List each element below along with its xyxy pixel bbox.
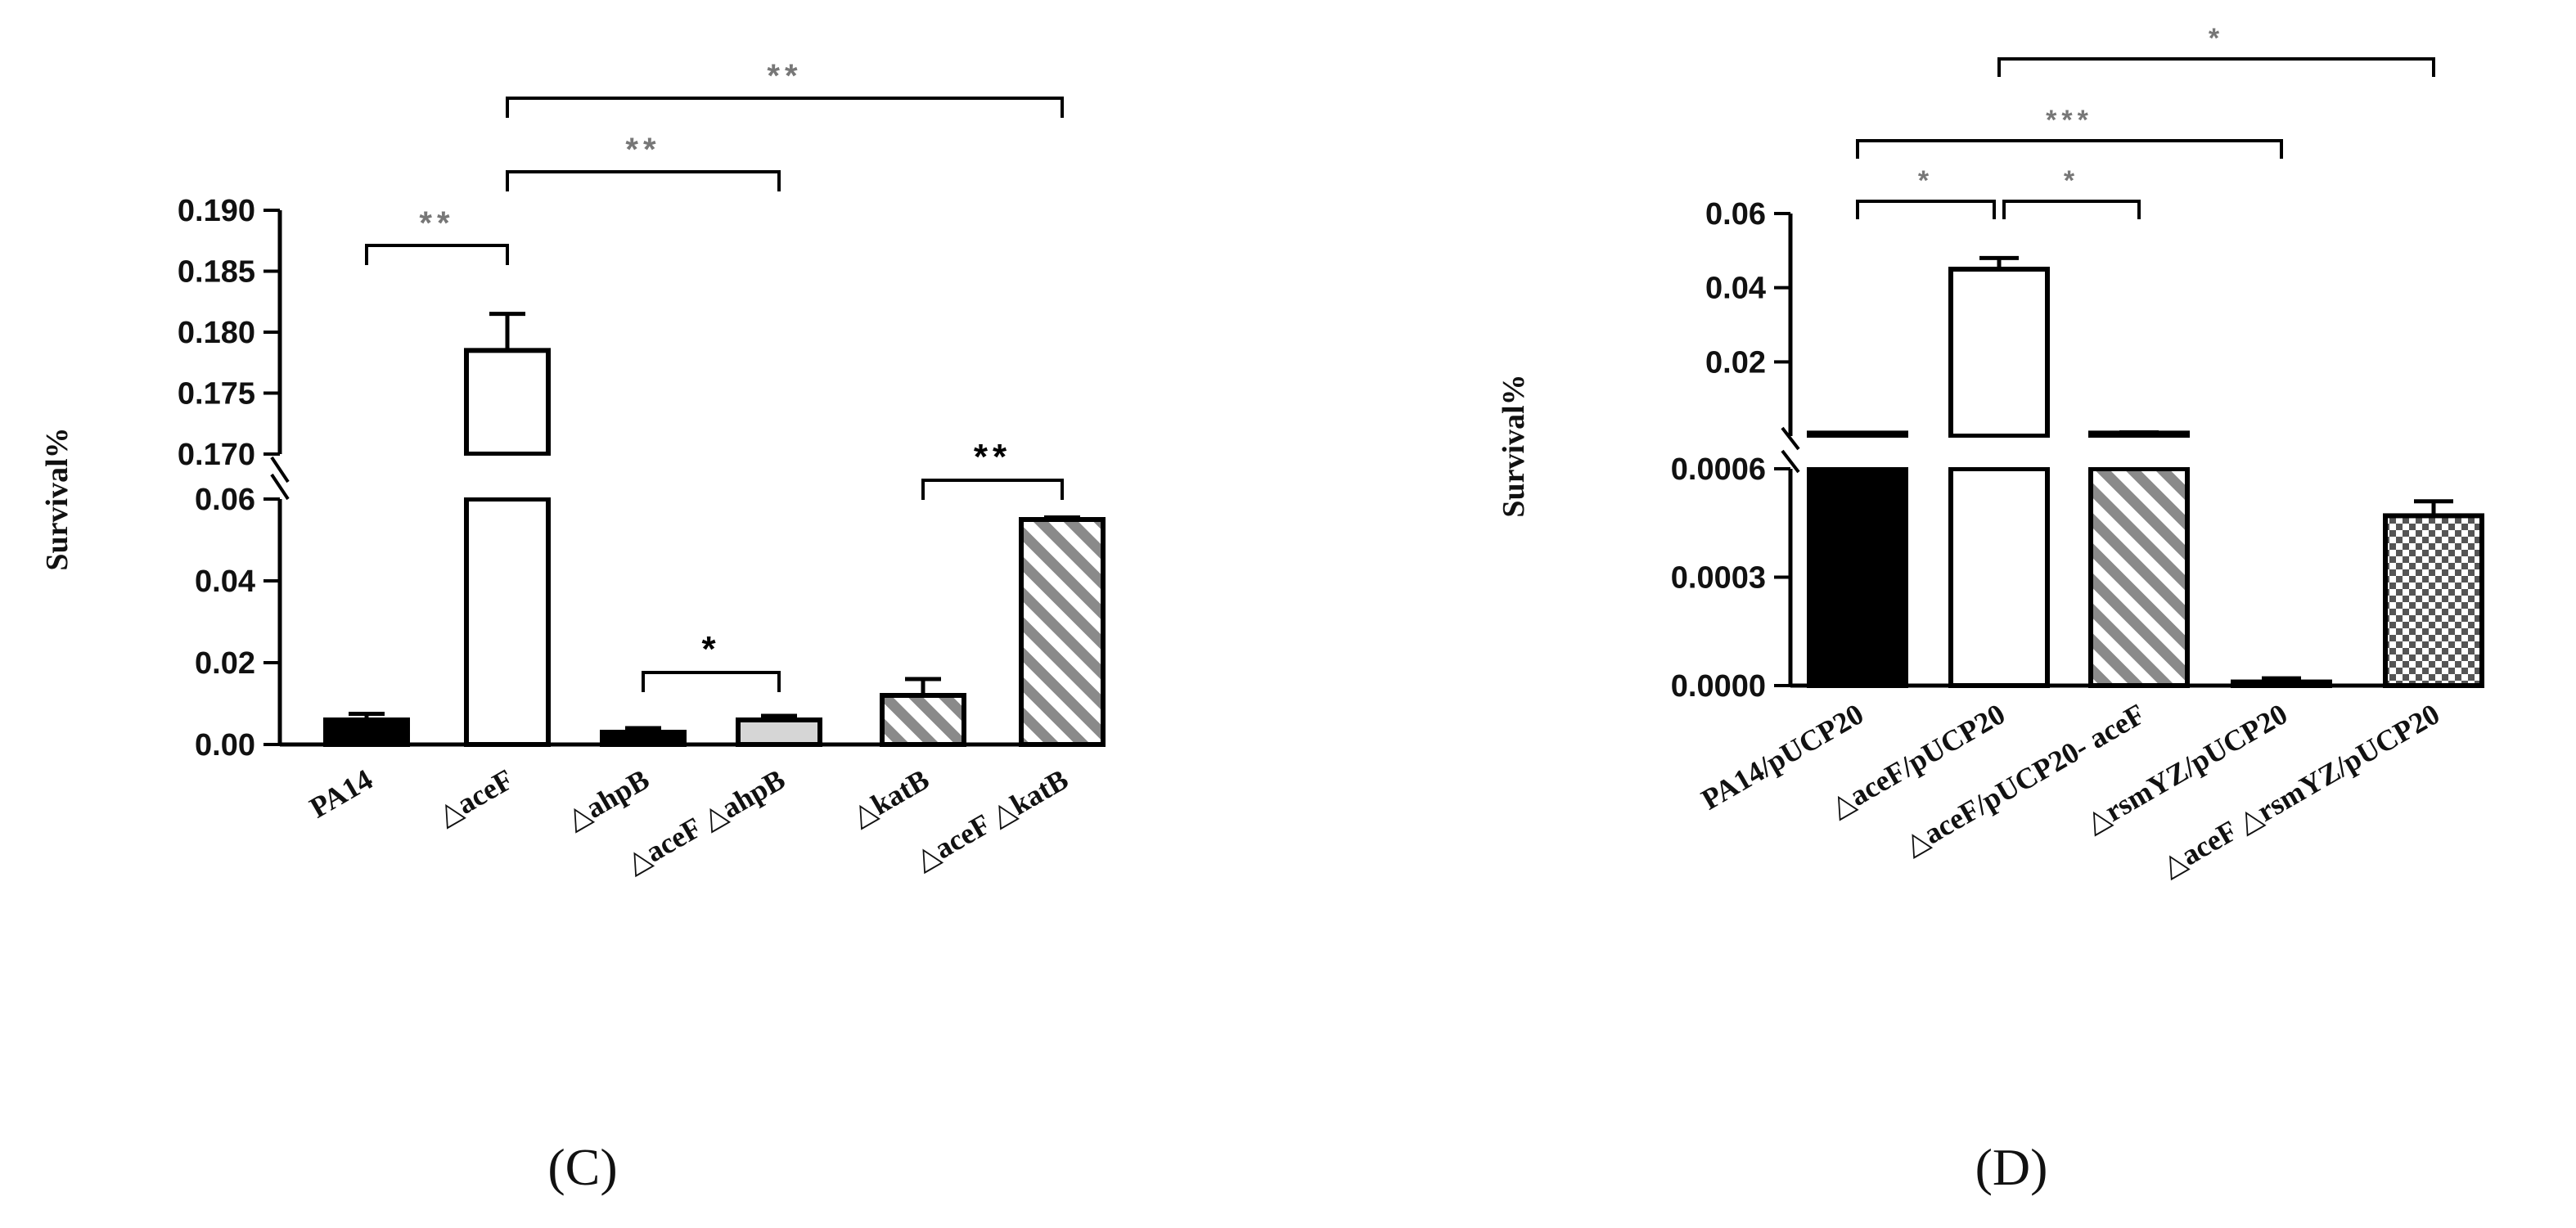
bar: [880, 693, 966, 747]
bar: [323, 717, 410, 747]
significance-bracket: [365, 244, 509, 265]
bar: [600, 730, 687, 747]
panel-d-categories: PA14/pUCP20△aceF/pUCP20△aceF/pUCP20- ace…: [1696, 697, 2445, 883]
axis-break-mark: [270, 456, 290, 484]
y-tick-label: 0.180: [178, 316, 255, 350]
panel-d-label: (D): [1975, 1138, 2048, 1196]
significance-bracket: [2002, 200, 2141, 219]
panel-c-ticks: 0.00 0.02 0.04 0.06 0.170 0.175 0.180 0.185 0.19…: [178, 194, 280, 762]
y-tick-label: 0.0000: [1671, 669, 1766, 704]
significance-bracket: [506, 97, 1064, 118]
significance-label: **: [767, 58, 802, 94]
bar: [464, 497, 551, 747]
bar: [1948, 466, 2050, 688]
bar: [1019, 517, 1106, 747]
axis-break-mark: [1781, 449, 1800, 474]
y-tick-label: 0.00: [195, 728, 255, 762]
panel-c: Survival% 0.00 0.02 0.04 0.06 0.170 0.175 0.18…: [40, 58, 1106, 1196]
significance-bracket: [1856, 139, 2283, 159]
panel-d-bars: [1804, 255, 2484, 689]
panel-c-label: (C): [547, 1138, 617, 1196]
y-tick-label: 0.190: [178, 194, 255, 228]
bar: [2383, 513, 2484, 689]
panel-d: Survival% 0.0000 0.0003 0.0006 0.02 0.04 0.06…: [1497, 23, 2484, 1196]
bar: [736, 717, 822, 747]
significance-label: **: [419, 205, 454, 241]
significance-label: **: [625, 132, 660, 168]
category-label: △aceF: [432, 762, 519, 831]
significance-label: *: [2064, 165, 2079, 196]
y-tick-label: 0.175: [178, 377, 255, 412]
y-tick-label: 0.170: [178, 438, 255, 472]
panel-c-ylabel: Survival%: [40, 427, 74, 570]
significance-bracket: [506, 170, 781, 191]
y-tick-label: 0.06: [1705, 197, 1766, 232]
bar: [2088, 466, 2190, 688]
significance-label: ***: [2046, 105, 2093, 136]
significance-bracket: [1997, 57, 2435, 77]
category-label: △aceF △rsmYZ/pUCP20: [2156, 697, 2445, 883]
category-label: △katB: [846, 762, 934, 833]
bar-break-gap: [462, 456, 553, 497]
bar: [464, 348, 551, 457]
panel-c-bars: [323, 312, 1106, 747]
panel-c-axes: [270, 210, 1105, 747]
panel-c-categories: PA14 △aceF △ahpB△aceF △ahpB △katB△aceF △kat…: [304, 762, 1074, 879]
y-tick-label: 0.185: [178, 255, 255, 290]
axis-break-mark: [270, 473, 290, 501]
bar: [2231, 679, 2332, 688]
panel-c-significance: *********: [365, 58, 1064, 692]
significance-bracket: [642, 671, 781, 692]
bar-break-gap: [2086, 438, 2192, 467]
y-tick-label: 0.06: [195, 483, 255, 517]
significance-bracket: [1856, 200, 1996, 219]
category-label: △aceF △katB: [909, 762, 1074, 876]
bar-break-gap: [1804, 438, 1911, 467]
significance-label: *: [701, 629, 720, 669]
y-tick-label: 0.04: [195, 565, 255, 599]
category-label: PA14: [304, 762, 378, 824]
y-tick-label: 0.0006: [1671, 452, 1766, 487]
bar: [1807, 466, 1908, 688]
significance-label: *: [2209, 23, 2224, 54]
axis-break-mark: [1781, 426, 1800, 451]
y-tick-label: 0.02: [1705, 345, 1766, 380]
y-tick-label: 0.04: [1705, 272, 1766, 306]
significance-label: *: [1918, 165, 1934, 196]
y-tick-label: 0.0003: [1671, 561, 1766, 596]
category-label: △aceF/pUCP20- aceF: [1898, 697, 2150, 861]
panel-d-ylabel: Survival%: [1497, 374, 1531, 517]
y-tick-label: 0.02: [195, 646, 255, 681]
panel-d-ticks: 0.0000 0.0003 0.0006 0.02 0.04 0.06: [1671, 197, 1790, 704]
category-label: △ahpB: [561, 762, 655, 836]
bar-break-gap: [1946, 438, 2052, 467]
significance-bracket: [921, 479, 1064, 500]
bar: [1948, 267, 2050, 439]
significance-label: **: [974, 437, 1011, 477]
panel-d-significance: * *****: [1856, 23, 2435, 219]
